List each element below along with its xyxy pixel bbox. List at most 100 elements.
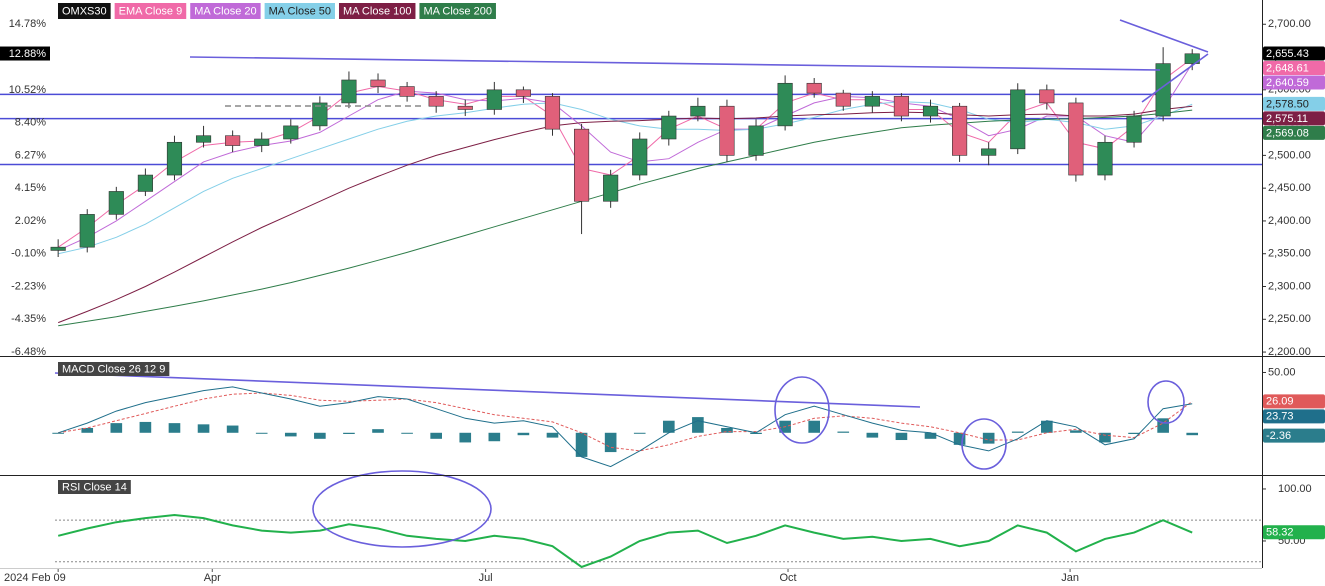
legend-item: [338, 3, 416, 19]
x-tick-label: Jul: [479, 572, 493, 584]
histogram-bar: [52, 432, 64, 434]
histogram-bar: [197, 424, 210, 433]
candle-body: [748, 125, 764, 156]
candle-body: [864, 96, 880, 107]
value-badge: [1263, 125, 1325, 140]
value-badge-label: 58.32: [1266, 527, 1294, 539]
candle-body: [254, 138, 270, 146]
value-badge-label: 26.09: [1266, 396, 1294, 408]
pct-tick-label: 14.78%: [9, 18, 47, 30]
candle-body: [195, 135, 212, 143]
histogram-bar: [314, 432, 326, 439]
candle-body: [137, 174, 153, 192]
candle-body: [719, 105, 735, 156]
histogram-bar: [1099, 432, 1111, 443]
y-tick-label: 100.00: [1278, 483, 1312, 495]
value-badge: [1263, 394, 1325, 409]
value-badge: [1263, 75, 1325, 90]
candle-body: [79, 214, 95, 248]
histogram-bar: [866, 432, 879, 438]
histogram-bar: [372, 429, 384, 433]
histogram-bar: [895, 432, 908, 441]
ma-line: [57, 63, 1193, 251]
candle-body: [312, 102, 328, 127]
candle-body: [457, 105, 473, 110]
histogram-bar: [692, 417, 704, 433]
trend-line: [189, 56, 1161, 71]
x-tick-label: Apr: [204, 572, 221, 584]
pct-tick-label: -6.48%: [11, 346, 46, 358]
histogram-bar: [110, 423, 123, 433]
candle-body: [573, 128, 590, 202]
candle-body: [341, 79, 357, 104]
pct-tick-label: 10.52%: [9, 84, 47, 96]
histogram-bar: [430, 432, 442, 439]
candle-body: [777, 82, 793, 127]
legend-item: [190, 3, 261, 19]
y-tick-label: 2,200.00: [1268, 346, 1311, 358]
pct-tick-label: -2.23%: [11, 280, 46, 292]
pct-tick-label: 6.27%: [15, 149, 46, 161]
histogram-bar: [953, 432, 966, 445]
x-tick-label: Oct: [779, 572, 796, 584]
value-badge-label: 2,640.59: [1266, 77, 1309, 89]
value-badge-label: 2,655.43: [1266, 48, 1309, 60]
circle-annotation: [312, 470, 492, 548]
candle-body: [1039, 89, 1055, 104]
histogram-bar: [488, 432, 501, 442]
pct-tick-label: 4.15%: [15, 182, 46, 194]
candle-body: [603, 174, 619, 202]
value-badge: [1263, 60, 1325, 75]
value-badge-label: 2,575.11: [1266, 113, 1308, 125]
trend-line: [1141, 53, 1209, 103]
legend-label: MA Close 50: [269, 5, 331, 17]
legend-item: [419, 3, 496, 19]
histogram-bar: [1157, 418, 1169, 433]
value-badge-label: -2.36: [1266, 430, 1291, 442]
candle-body: [370, 79, 386, 87]
pct-tick-label: 2.02%: [15, 215, 46, 227]
candle-body: [515, 89, 531, 97]
histogram-bar: [546, 432, 559, 438]
legend-label: OMXS30: [62, 5, 107, 17]
histogram-bar: [982, 432, 995, 444]
candle-body: [893, 96, 909, 117]
histogram-bar: [604, 432, 617, 453]
circle-annotation: [961, 418, 1007, 470]
macd-line: [58, 386, 1193, 468]
histogram-bar: [139, 421, 152, 433]
circle-annotation: [1147, 380, 1185, 424]
candle-body: [1010, 89, 1026, 150]
histogram-bar: [226, 425, 239, 433]
y-tick-label: 2,700.00: [1268, 18, 1311, 30]
value-badge-label: 23.73: [1266, 411, 1294, 423]
pct-tick-label: 8.40%: [15, 117, 46, 129]
histogram-bar: [459, 432, 472, 443]
candle-body: [428, 96, 444, 107]
y-tick-label: 2,450.00: [1268, 182, 1311, 194]
panel-title: RSI Close 14: [62, 481, 127, 493]
histogram-bar: [1041, 420, 1053, 433]
pct-tick-label: -0.10%: [11, 248, 46, 260]
histogram-bar: [81, 427, 94, 433]
y-tick-label: 2,300.00: [1268, 280, 1311, 292]
legend-label: MA Close 100: [343, 5, 411, 17]
value-badge-label: 2,569.08: [1266, 127, 1309, 139]
frame: [0, 0, 1325, 569]
histogram-bar: [1186, 432, 1199, 436]
y-tick-label: 2,350.00: [1268, 248, 1311, 260]
histogram-bar: [721, 427, 733, 433]
candle-body: [1097, 141, 1113, 176]
rsi-line: [57, 513, 1193, 569]
candle-body: [632, 138, 648, 176]
legend-item: [58, 3, 111, 19]
panel-title: MACD Close 26 12 9: [62, 363, 165, 375]
legend-item: [114, 3, 187, 19]
value-badge: [1263, 525, 1325, 540]
histogram-bar: [808, 420, 821, 433]
ma-line: [58, 105, 1193, 324]
histogram-bar: [168, 423, 181, 433]
x-tick-label: Jan: [1061, 572, 1079, 584]
candle-body: [544, 96, 561, 130]
